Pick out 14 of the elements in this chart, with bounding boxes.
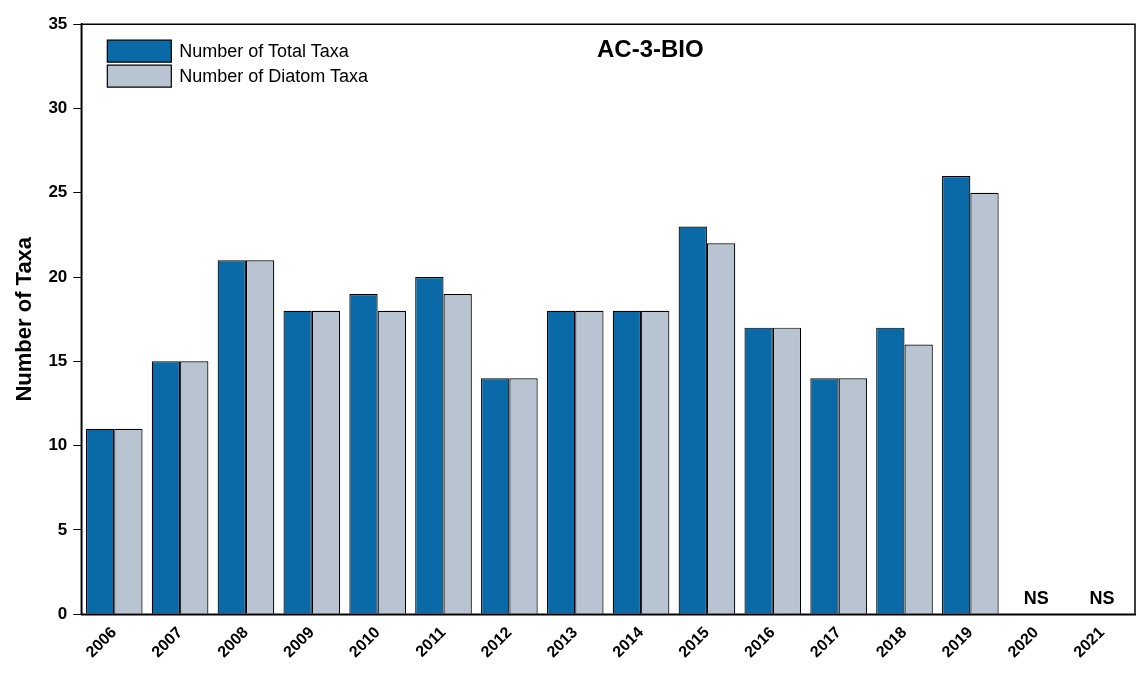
y-tick-label: 10 bbox=[48, 435, 68, 455]
y-tick-label: 20 bbox=[48, 266, 68, 286]
annotation: NS bbox=[1023, 588, 1049, 609]
annotation: NS bbox=[1089, 588, 1115, 609]
y-tick-label: 15 bbox=[48, 351, 68, 371]
legend-label: Number of Diatom Taxa bbox=[179, 66, 370, 87]
y-tick-label: 0 bbox=[57, 603, 68, 623]
y-tick-label: 35 bbox=[48, 13, 68, 33]
legend-label: Number of Total Taxa bbox=[179, 41, 350, 62]
y-tick-label: 25 bbox=[48, 182, 68, 202]
chart-title: AC-3-BIO bbox=[596, 34, 704, 62]
y-axis-title: Number of Taxa bbox=[11, 236, 37, 402]
y-tick-label: 30 bbox=[48, 98, 68, 118]
y-tick-label: 5 bbox=[57, 519, 68, 539]
